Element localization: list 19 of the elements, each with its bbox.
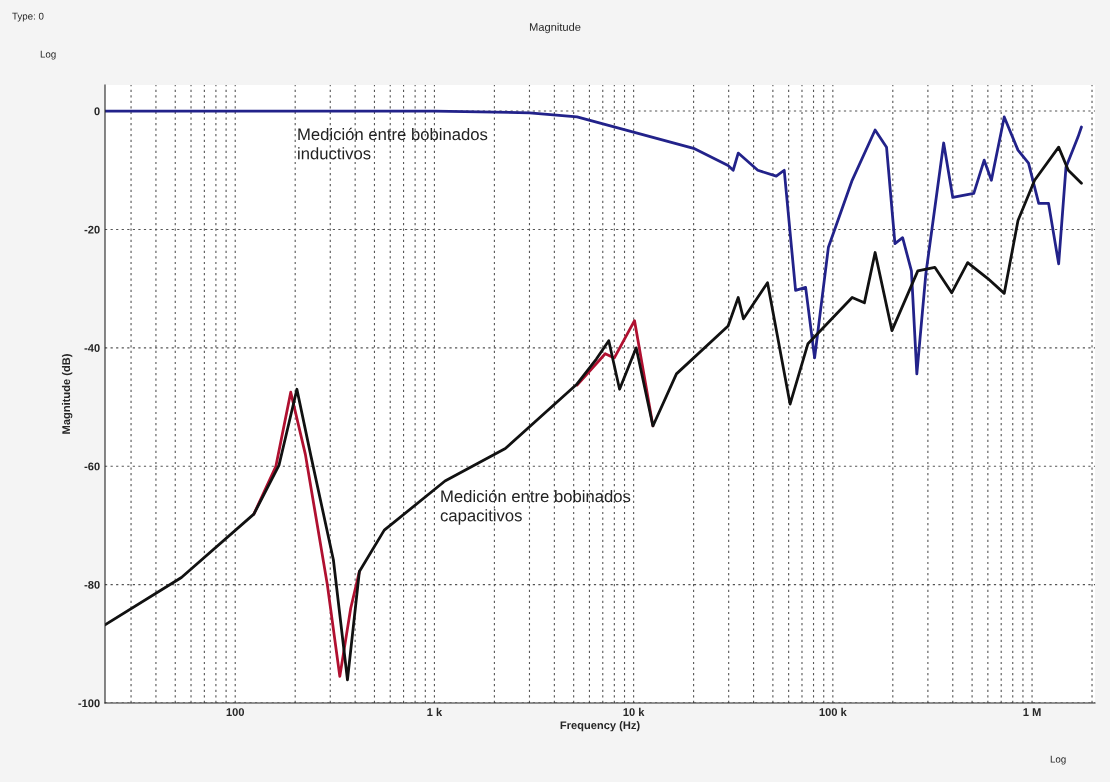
- x-tick-label: 1 M: [1023, 708, 1041, 716]
- y-tick-label: -40: [84, 344, 100, 352]
- text: Log: [1050, 755, 1066, 765]
- text: Log: [40, 50, 56, 60]
- x-tick-label: 1 k: [427, 707, 443, 716]
- y-tick-label: -20: [84, 225, 100, 234]
- x-tick-label: 100: [226, 708, 245, 717]
- text: Type: 0: [12, 12, 44, 22]
- x-tick-label: 100 k: [819, 707, 847, 717]
- annotation: Medición entre bobinados inductivos: [298, 127, 488, 160]
- x-tick-label: 10 k: [623, 707, 645, 717]
- y-tick-label: 0: [94, 107, 100, 116]
- y-axis-title: Magnitude (dB): [61, 354, 73, 434]
- y-tick-label: -60: [84, 462, 100, 471]
- y-tick-label: -100: [78, 699, 100, 708]
- x-axis-title: Frequency (Hz): [560, 721, 640, 732]
- annotation: Medición entre bobinados capacitivos: [440, 489, 631, 525]
- y-tick-label: -80: [84, 580, 100, 589]
- chart-title: Magnitude: [529, 22, 581, 34]
